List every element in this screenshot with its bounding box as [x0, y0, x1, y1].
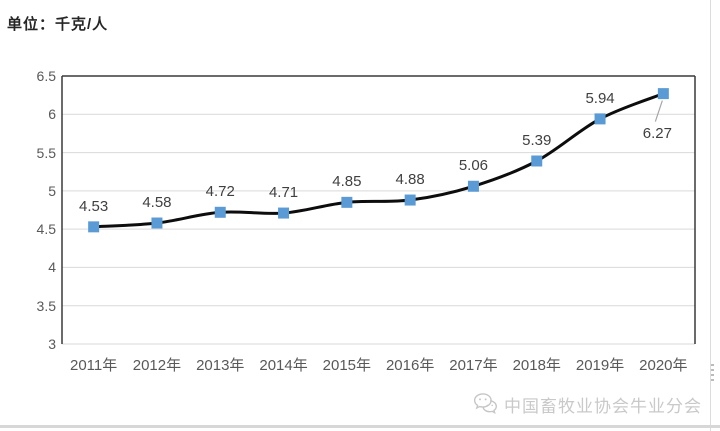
data-label: 4.85 [332, 173, 362, 191]
data-point-marker [594, 113, 606, 125]
y-axis-tick-label: 5.5 [36, 144, 56, 161]
y-axis-tick-label: 3.5 [36, 297, 56, 314]
data-label: 5.39 [522, 131, 552, 149]
data-point-marker [467, 180, 479, 192]
data-point-marker [214, 206, 226, 218]
data-label: 4.58 [142, 194, 172, 212]
data-point-marker [531, 155, 543, 167]
data-point-marker [88, 221, 100, 233]
x-axis-tick-label: 2013年 [196, 357, 245, 374]
data-point-marker [404, 194, 416, 206]
y-axis-tick-label: 4 [48, 259, 56, 276]
data-point-marker [341, 196, 353, 208]
chart-line [93, 92, 664, 229]
data-label: 4.72 [205, 183, 235, 201]
data-label: 6.27 [642, 124, 672, 142]
data-label: 4.71 [268, 184, 299, 202]
x-axis-tick-label: 2014年 [259, 357, 308, 374]
page-edge-line [710, 0, 711, 431]
unit-label: 单位：千克/人 [7, 16, 109, 33]
data-label: 4.88 [395, 171, 425, 189]
x-axis-tick-label: 2012年 [132, 357, 182, 374]
data-label: 4.53 [79, 197, 109, 215]
watermark-text: 中国畜牧业协会牛业分会 [504, 396, 702, 416]
data-point-marker [278, 207, 290, 219]
x-axis-tick-label: 2016年 [385, 357, 435, 374]
x-axis-tick-label: 2020年 [639, 357, 688, 374]
data-label-leader-line [654, 100, 663, 122]
y-axis-tick-label: 6.5 [36, 68, 56, 84]
watermark: 中国畜牧业协会牛业分会 [472, 391, 702, 417]
y-axis-tick-label: 5 [48, 182, 56, 199]
data-point-marker [151, 217, 163, 229]
data-label: 5.94 [585, 89, 615, 107]
y-axis-tick-label: 3 [48, 336, 56, 352]
wechat-icon [473, 393, 498, 414]
data-label: 5.06 [458, 157, 489, 175]
data-point-marker [657, 88, 669, 100]
y-axis-tick-label: 6 [48, 106, 56, 123]
x-axis-tick-label: 2018年 [512, 357, 561, 374]
x-axis-tick-label: 2015年 [322, 357, 372, 374]
x-axis-tick-label: 2011年 [70, 357, 118, 374]
y-axis-tick-label: 4.5 [36, 221, 56, 238]
page-edge-marks [711, 364, 714, 382]
page-bottom-line [0, 425, 720, 428]
x-axis-tick-label: 2017年 [449, 357, 498, 374]
x-axis-tick-label: 2019年 [575, 357, 625, 374]
